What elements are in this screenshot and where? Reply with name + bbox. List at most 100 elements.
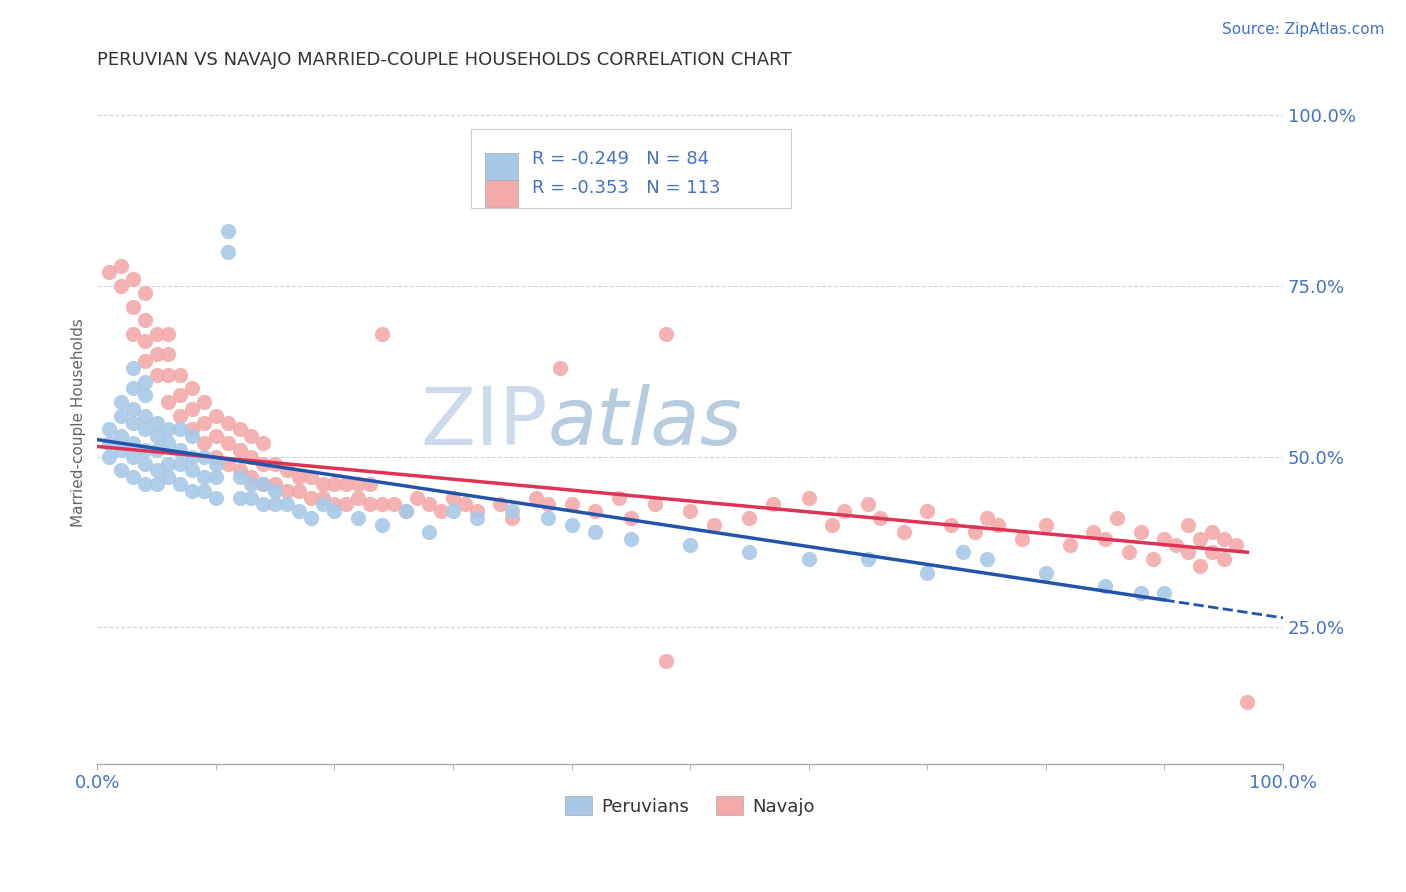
Point (264, 477, 287, 491)
Bar (485, 153, 519, 180)
Point (145, 429, 167, 443)
Bar (471, 129, 792, 208)
Point (1035, 518, 1057, 533)
Point (371, 326, 394, 341)
Point (134, 457, 156, 471)
Text: PERUVIAN VS NAVAJO MARRIED-COUPLE HOUSEHOLDS CORRELATION CHART: PERUVIAN VS NAVAJO MARRIED-COUPLE HOUSEH… (97, 51, 792, 69)
Point (311, 491, 333, 505)
Point (371, 498, 394, 512)
Point (122, 272, 145, 286)
Point (583, 504, 606, 518)
Point (347, 491, 370, 505)
Point (276, 483, 298, 498)
Point (145, 347, 167, 361)
Point (157, 436, 180, 450)
Point (205, 491, 228, 505)
Point (1201, 545, 1223, 559)
Point (1011, 532, 1033, 546)
Point (1201, 524, 1223, 539)
Point (134, 313, 156, 327)
Point (1153, 532, 1175, 546)
Point (110, 442, 132, 457)
Point (217, 416, 239, 430)
Point (122, 381, 145, 395)
Point (1188, 532, 1211, 546)
Point (240, 477, 263, 491)
Point (288, 483, 311, 498)
Point (299, 491, 322, 505)
Y-axis label: Married-couple Households: Married-couple Households (72, 318, 86, 527)
Point (240, 450, 263, 464)
Point (856, 552, 879, 566)
Point (418, 524, 440, 539)
Point (193, 470, 215, 484)
Point (145, 368, 167, 382)
Point (181, 422, 204, 436)
Point (679, 538, 702, 552)
Point (181, 429, 204, 443)
Point (181, 450, 204, 464)
Point (145, 477, 167, 491)
Point (122, 416, 145, 430)
Point (145, 326, 167, 341)
Text: ZIP: ZIP (420, 384, 548, 461)
Point (762, 498, 785, 512)
Point (501, 504, 523, 518)
Legend: Peruvians, Navajo: Peruvians, Navajo (558, 789, 823, 823)
Point (561, 518, 583, 533)
Point (465, 511, 488, 525)
Point (821, 518, 844, 533)
Point (323, 477, 346, 491)
Point (1129, 586, 1152, 600)
Point (347, 511, 370, 525)
Point (134, 477, 156, 491)
Point (169, 442, 191, 457)
Point (205, 429, 228, 443)
Point (976, 552, 998, 566)
Bar (485, 180, 519, 207)
Point (181, 463, 204, 477)
Point (1225, 538, 1247, 552)
Point (1153, 586, 1175, 600)
Point (240, 491, 263, 505)
Point (394, 504, 416, 518)
Point (1118, 545, 1140, 559)
Point (252, 457, 274, 471)
Point (169, 422, 191, 436)
Point (193, 395, 215, 409)
Point (359, 477, 381, 491)
Point (441, 491, 464, 505)
Point (169, 388, 191, 402)
Point (288, 504, 311, 518)
Point (465, 504, 488, 518)
Point (110, 429, 132, 443)
Point (952, 545, 974, 559)
Point (1188, 558, 1211, 573)
Point (371, 518, 394, 533)
Point (228, 442, 250, 457)
Point (134, 375, 156, 389)
Point (738, 511, 761, 525)
Text: R = -0.249   N = 84: R = -0.249 N = 84 (533, 150, 710, 168)
Text: R = -0.353   N = 113: R = -0.353 N = 113 (533, 179, 721, 197)
Point (217, 436, 239, 450)
Point (537, 511, 560, 525)
Point (193, 416, 215, 430)
Point (1236, 695, 1258, 709)
Point (240, 429, 263, 443)
Point (122, 300, 145, 314)
Point (98, 422, 121, 436)
Text: Source: ZipAtlas.com: Source: ZipAtlas.com (1222, 22, 1385, 37)
Point (264, 498, 287, 512)
Point (738, 545, 761, 559)
Point (217, 225, 239, 239)
Point (98, 450, 121, 464)
Point (311, 498, 333, 512)
Point (917, 566, 939, 580)
Point (181, 483, 204, 498)
Point (1105, 511, 1128, 525)
Point (181, 381, 204, 395)
Point (987, 518, 1010, 533)
Point (205, 470, 228, 484)
Point (311, 477, 333, 491)
